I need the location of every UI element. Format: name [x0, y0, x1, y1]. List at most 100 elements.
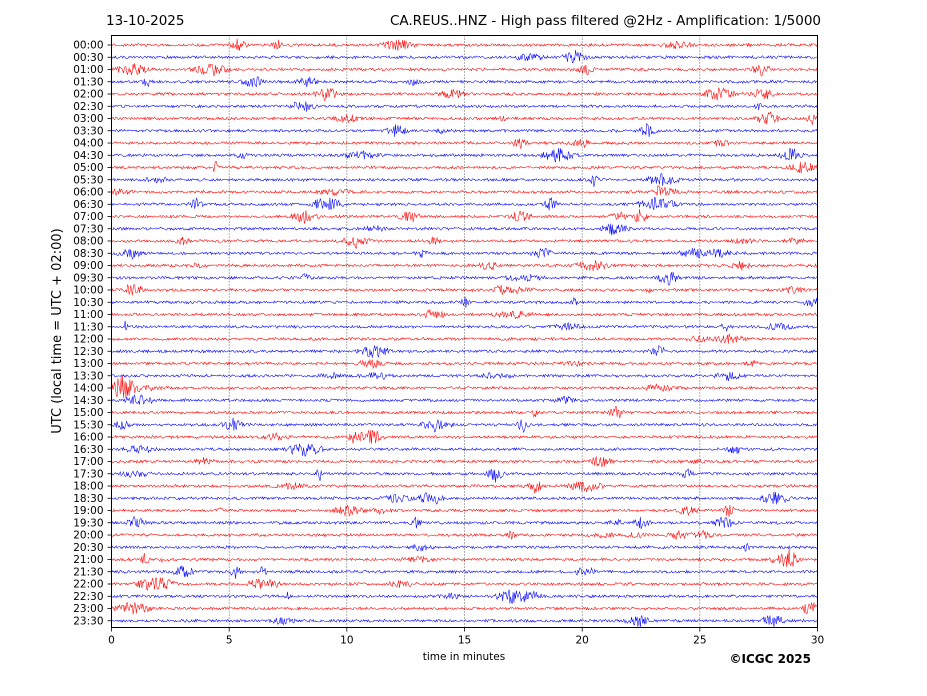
- y-tick-label-0500: 05:00: [73, 162, 103, 174]
- y-tick-label-1200: 12:00: [73, 334, 103, 346]
- trace-0600: [111, 185, 818, 197]
- trace-0700: [111, 209, 818, 224]
- y-tick-label-0230: 02:30: [73, 101, 103, 113]
- y-tick-label-0630: 06:30: [73, 199, 103, 211]
- y-tick-label-2230: 22:30: [73, 591, 103, 603]
- trace-1130: [111, 320, 818, 333]
- y-tick-label-2100: 21:00: [73, 554, 103, 566]
- y-tick-label-1330: 13:30: [73, 370, 103, 382]
- trace-1200: [111, 333, 818, 344]
- trace-1230: [111, 345, 818, 358]
- trace-0500: [111, 161, 818, 174]
- trace-1930: [111, 516, 818, 529]
- trace-2130: [111, 565, 818, 579]
- grid-layer: [228, 35, 701, 628]
- trace-1600: [111, 429, 818, 444]
- trace-2030: [111, 542, 818, 552]
- y-tick-label-0400: 04:00: [73, 138, 103, 150]
- trace-1030: [111, 296, 818, 308]
- y-tick-label-0900: 09:00: [73, 260, 103, 272]
- x-tick-label-25: 25: [693, 635, 706, 647]
- y-axis: 00:0000:3001:0001:3002:0002:3003:0003:30…: [73, 40, 112, 627]
- trace-2200: [111, 577, 818, 591]
- plot-frame: [111, 35, 818, 628]
- chart-date: 13-10-2025: [106, 13, 184, 29]
- trace-0630: [111, 196, 818, 211]
- trace-1730: [111, 468, 818, 483]
- trace-1700: [111, 455, 818, 467]
- y-tick-label-1430: 14:30: [73, 395, 103, 407]
- y-tick-label-2200: 22:00: [73, 579, 103, 591]
- y-tick-label-1000: 10:00: [73, 285, 103, 297]
- trace-1300: [111, 359, 818, 370]
- trace-0830: [111, 247, 818, 260]
- trace-0200: [111, 87, 818, 101]
- y-tick-label-0000: 00:00: [73, 40, 103, 52]
- y-tick-label-1900: 19:00: [73, 505, 103, 517]
- y-tick-label-1700: 17:00: [73, 456, 103, 468]
- y-tick-label-1800: 18:00: [73, 481, 103, 493]
- y-tick-label-0700: 07:00: [73, 211, 103, 223]
- trace-0900: [111, 260, 818, 272]
- y-tick-label-2030: 20:30: [73, 542, 103, 554]
- y-tick-label-1300: 13:00: [73, 358, 103, 370]
- y-tick-label-0730: 07:30: [73, 223, 103, 235]
- trace-1000: [111, 284, 818, 296]
- trace-2100: [111, 548, 818, 567]
- y-tick-label-0530: 05:30: [73, 174, 103, 186]
- y-tick-label-0800: 08:00: [73, 236, 103, 248]
- trace-1400: [111, 375, 818, 399]
- trace-1500: [111, 406, 818, 419]
- y-tick-label-0600: 06:00: [73, 187, 103, 199]
- trace-1800: [111, 481, 818, 494]
- trace-0130: [111, 75, 818, 88]
- y-tick-label-2000: 20:00: [73, 530, 103, 542]
- trace-layer: [111, 38, 818, 628]
- y-tick-label-2330: 23:30: [73, 615, 103, 627]
- y-tick-label-2130: 21:30: [73, 566, 103, 578]
- y-tick-label-1830: 18:30: [73, 493, 103, 505]
- x-axis: 0 5 10 15 20 25 30: [108, 627, 824, 647]
- trace-0930: [111, 271, 818, 286]
- y-tick-label-0300: 03:00: [73, 113, 103, 125]
- trace-0800: [111, 236, 818, 249]
- trace-0300: [111, 111, 818, 125]
- x-tick-label-10: 10: [340, 635, 353, 647]
- y-tick-label-0130: 01:30: [73, 76, 103, 88]
- y-tick-label-0430: 04:30: [73, 150, 103, 162]
- trace-1900: [111, 504, 818, 517]
- trace-1330: [111, 371, 818, 381]
- trace-0230: [111, 101, 818, 112]
- y-tick-label-1230: 12:30: [73, 346, 103, 358]
- x-axis-label: time in minutes: [423, 651, 505, 663]
- trace-0100: [111, 63, 818, 77]
- y-tick-label-1500: 15:00: [73, 407, 103, 419]
- y-tick-label-0200: 02:00: [73, 89, 103, 101]
- chart-title: CA.REUS..HNZ - High pass filtered @2Hz -…: [390, 13, 821, 29]
- y-tick-label-0930: 09:30: [73, 272, 103, 284]
- trace-0730: [111, 223, 818, 236]
- y-tick-label-2300: 23:00: [73, 603, 103, 615]
- y-tick-label-1930: 19:30: [73, 517, 103, 529]
- trace-0530: [111, 173, 818, 187]
- trace-0400: [111, 138, 818, 149]
- y-tick-label-0330: 03:30: [73, 125, 103, 137]
- copyright-text: ©ICGC 2025: [729, 652, 811, 666]
- y-tick-label-1130: 11:30: [73, 321, 103, 333]
- trace-1100: [111, 309, 818, 320]
- x-tick-label-5: 5: [226, 635, 233, 647]
- y-tick-label-0830: 08:30: [73, 248, 103, 260]
- y-tick-label-0030: 00:30: [73, 52, 103, 64]
- y-tick-label-1730: 17:30: [73, 468, 103, 480]
- x-tick-label-0: 0: [108, 635, 115, 647]
- y-tick-label-1530: 15:30: [73, 419, 103, 431]
- trace-0030: [111, 50, 818, 64]
- trace-1830: [111, 491, 818, 505]
- trace-2330: [111, 614, 818, 628]
- y-axis-label: UTC (local time = UTC + 02:00): [50, 228, 65, 433]
- x-tick-label-30: 30: [811, 635, 824, 647]
- trace-0000: [111, 38, 818, 51]
- trace-1430: [111, 394, 818, 405]
- trace-1630: [111, 443, 818, 458]
